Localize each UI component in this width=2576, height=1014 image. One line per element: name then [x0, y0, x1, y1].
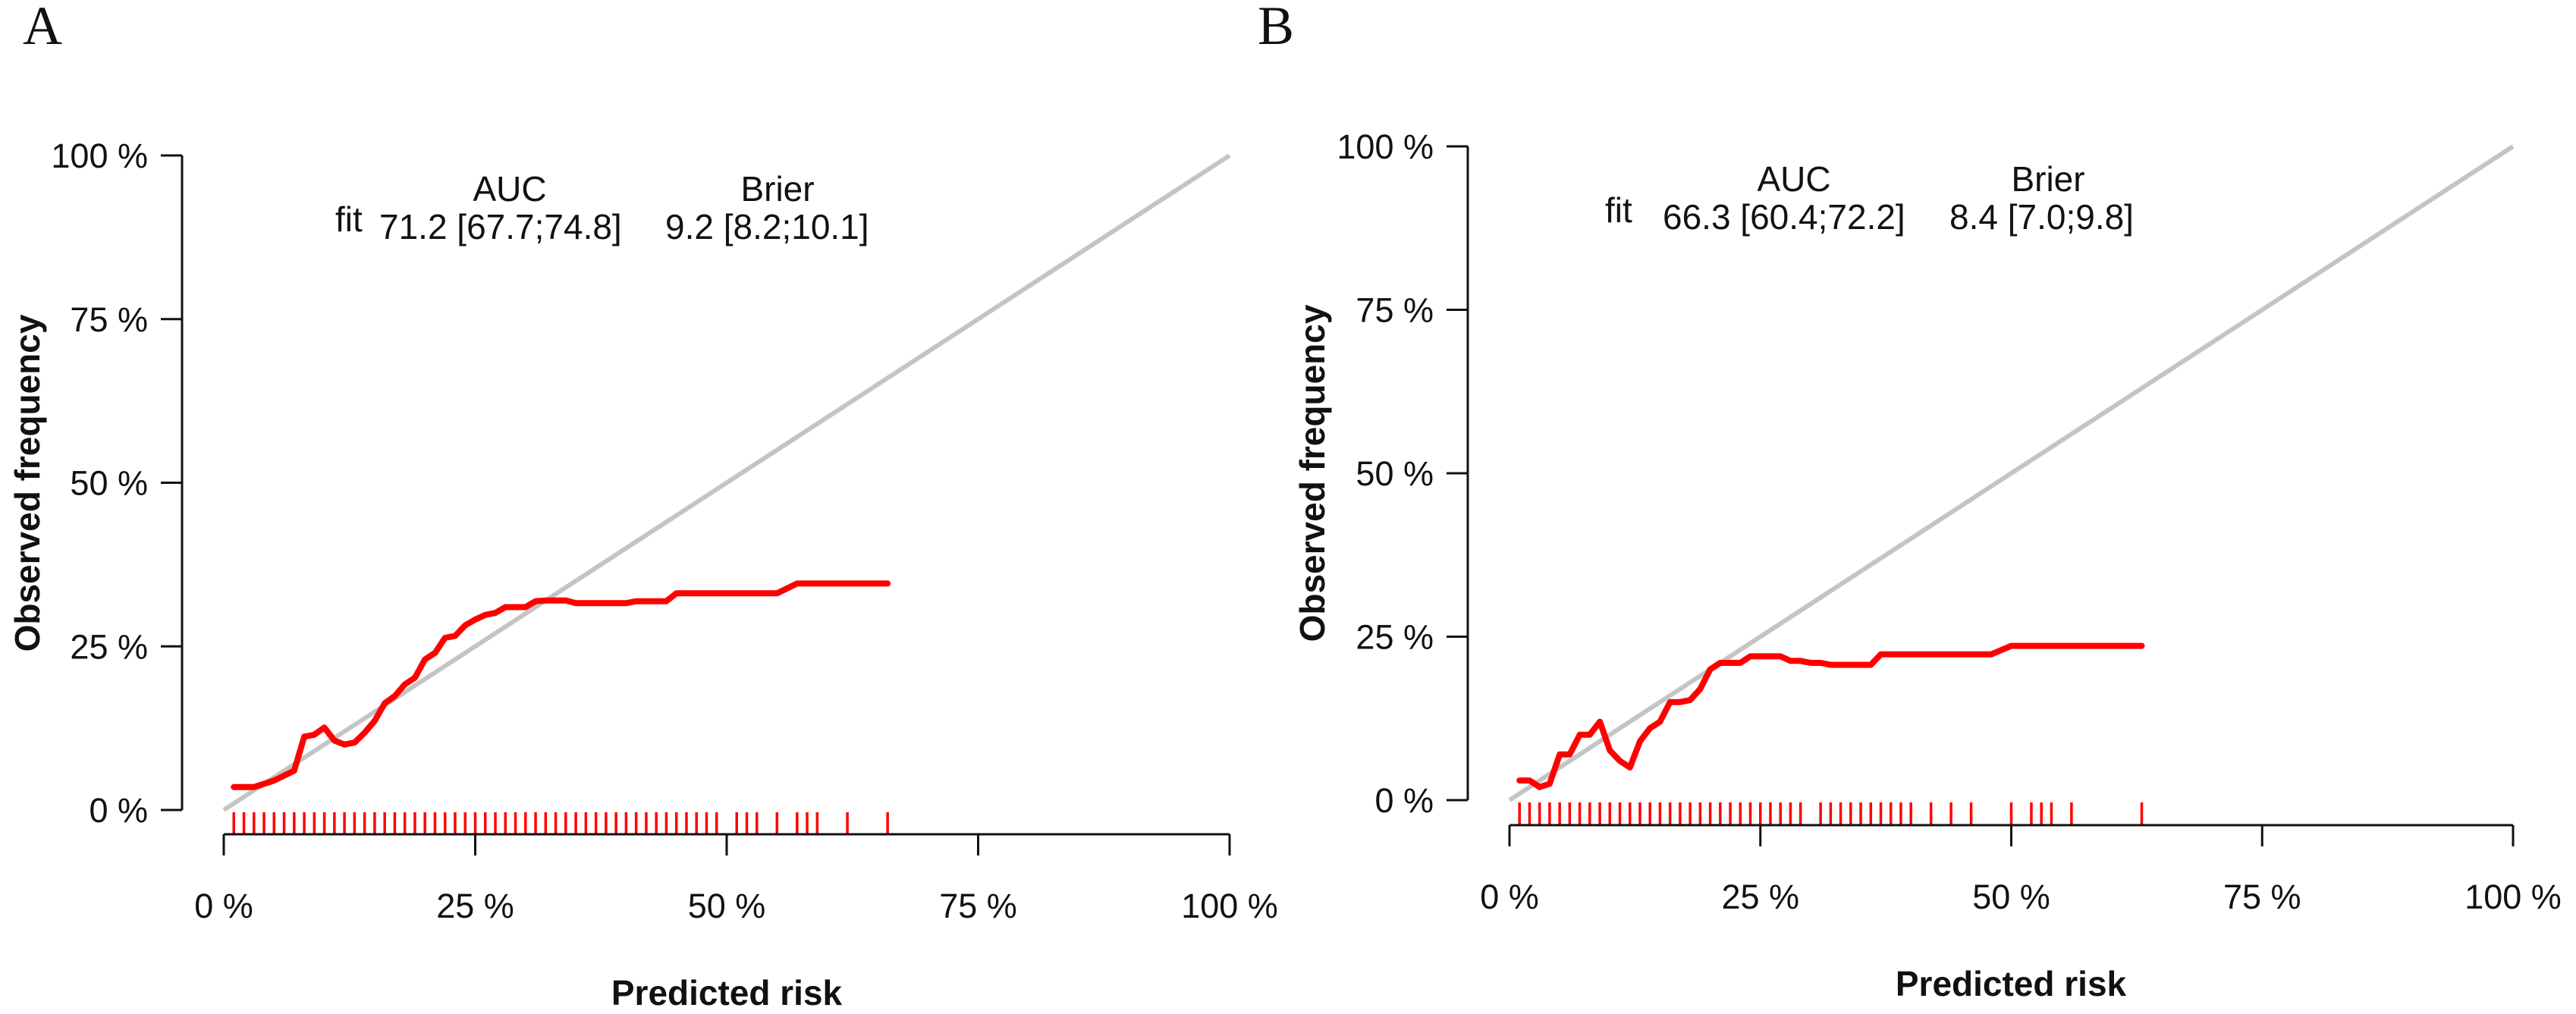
panel-b-stats-table: AUC Brier fit 66.3 [60.4;72.2] 8.4 [7.0;… [1605, 159, 2134, 237]
panel-b-reference-line [1508, 144, 2515, 802]
panel-a-y-axis-title: Observed frequency [8, 314, 47, 651]
panel-a-y-tick-label: 100 % [51, 137, 148, 175]
panel-b-calibration-curve [1516, 642, 2145, 790]
panel-a-x-ticks: 0 % 25 % 50 % 75 % 100 % [194, 834, 1278, 925]
panel-a-auc-header: AUC [473, 169, 546, 209]
panel-a-series [231, 580, 891, 790]
panel-a-fit-label: fit [335, 199, 363, 239]
panel-b: B 0 % 25 % 50 % 75 % 100 % 0 % 25 % 50 % 75 % 10… [1258, 0, 2562, 1003]
panel-a-y-ticks: 0 % 25 % 50 % 75 % 100 % [51, 137, 182, 830]
panel-a-x-tick-label: 100 % [1181, 887, 1278, 925]
panel-a-diagonal-line [222, 153, 1231, 812]
panel-a-brier-value: 9.2 [8.2;10.1] [665, 207, 869, 246]
panel-a-x-tick-label: 50 % [688, 887, 766, 925]
panel-a-calibration-curve [231, 580, 891, 790]
panel-b-x-tick-label: 75 % [2223, 877, 2301, 916]
panel-b-rug [1518, 802, 2144, 824]
panel-b-letter: B [1258, 0, 1294, 56]
panel-a-x-tick-label: 0 % [194, 887, 253, 925]
panel-a-x-axis-title: Predicted risk [611, 973, 843, 1012]
panel-b-x-tick-label: 100 % [2464, 877, 2562, 916]
panel-a-reference-line [222, 153, 1231, 812]
panel-b-x-tick-label: 50 % [1972, 877, 2050, 916]
panel-b-auc-value: 66.3 [60.4;72.2] [1663, 197, 1905, 237]
panel-b-brier-header: Brier [2011, 159, 2084, 199]
panel-a-y-tick-label: 50 % [70, 464, 148, 503]
panel-b-y-tick-label: 50 % [1356, 454, 1434, 493]
panel-b-fit-label: fit [1605, 190, 1632, 230]
panel-a-rug [232, 812, 889, 834]
panel-b-brier-value: 8.4 [7.0;9.8] [1949, 197, 2134, 237]
panel-a-x-tick-label: 75 % [939, 887, 1017, 925]
panel-b-y-tick-label: 0 % [1374, 781, 1434, 820]
panel-a-brier-header: Brier [740, 169, 814, 209]
panel-b-x-tick-label: 25 % [1721, 877, 1799, 916]
panel-a-auc-value: 71.2 [67.7;74.8] [379, 207, 622, 246]
panel-b-series [1516, 642, 2145, 790]
panel-b-x-tick-label: 0 % [1480, 877, 1539, 916]
panel-b-y-tick-label: 100 % [1337, 127, 1434, 166]
panel-a-x-tick-label: 25 % [436, 887, 514, 925]
panel-a-letter: A [23, 0, 62, 56]
panel-b-y-tick-label: 25 % [1356, 618, 1434, 657]
panel-b-y-ticks: 0 % 25 % 50 % 75 % 100 % [1337, 127, 1468, 820]
panel-a-y-tick-label: 75 % [70, 300, 148, 339]
panel-b-y-axis-title: Observed frequency [1293, 304, 1332, 642]
panel-b-y-tick-label: 75 % [1356, 291, 1434, 330]
panel-a-y-tick-label: 25 % [70, 627, 148, 666]
panel-a: A 0 % 25 % 50 % 75 % 100 % 0 % 25 % 50 % 75 % 10… [8, 0, 1278, 1012]
panel-a-y-tick-label: 0 % [89, 791, 148, 830]
panel-b-x-ticks: 0 % 25 % 50 % 75 % 100 % [1480, 825, 2562, 916]
panel-b-diagonal-line [1508, 144, 2515, 802]
panel-a-stats-table: AUC Brier fit 71.2 [67.7;74.8] 9.2 [8.2;… [335, 169, 869, 246]
panel-b-auc-header: AUC [1757, 159, 1830, 199]
panel-b-x-axis-title: Predicted risk [1896, 964, 2127, 1003]
